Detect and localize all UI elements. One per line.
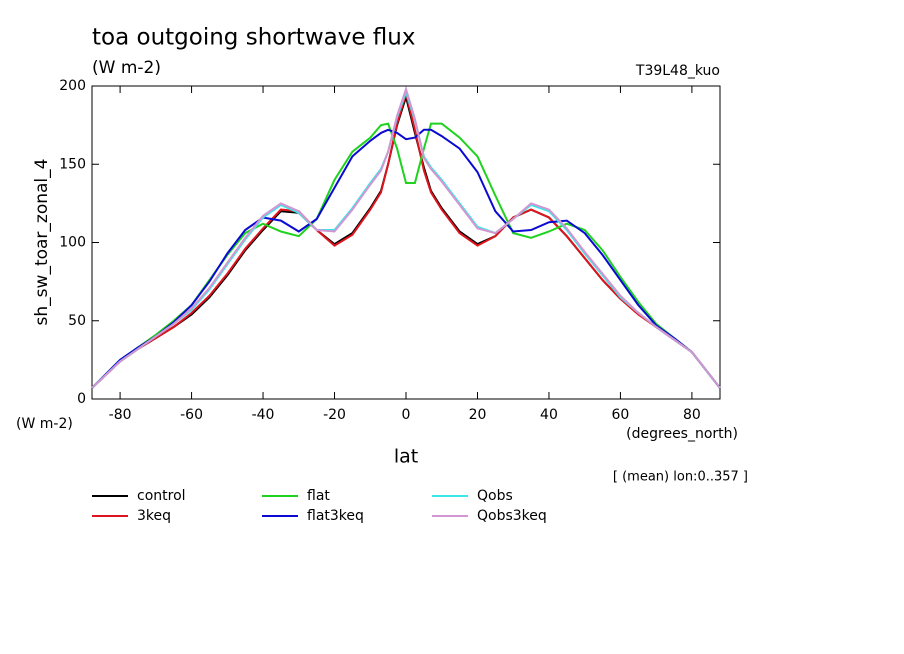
x-unit: (degrees_north) [626, 426, 738, 442]
legend-label: flat3keq [307, 508, 364, 524]
annotation: T39L48_kuo [635, 63, 720, 79]
chart-subtitle: (W m-2) [92, 58, 161, 78]
y-tick-label: 200 [59, 78, 86, 94]
x-tick-label: 40 [540, 407, 558, 423]
x-tick-label: 0 [402, 407, 411, 423]
y-tick-label: 100 [59, 235, 86, 251]
x-tick-label: -80 [109, 407, 132, 423]
y-unit: (W m-2) [16, 416, 73, 432]
y-tick-label: 0 [77, 391, 86, 407]
y-tick-label: 150 [59, 156, 86, 172]
chart-title: toa outgoing shortwave flux [92, 25, 415, 51]
x-tick-label: -20 [323, 407, 346, 423]
legend-label: 3keq [137, 508, 171, 524]
legend-label: flat [307, 488, 330, 504]
series-line [91, 85, 721, 389]
x-tick-label: 20 [469, 407, 487, 423]
note: [ (mean) lon:0..357 ] [613, 470, 748, 485]
series-line [91, 128, 721, 389]
x-axis-title: lat [394, 446, 418, 468]
x-tick-label: 60 [612, 407, 630, 423]
y-axis-title: sh_sw_toar_zonal_4 [32, 159, 52, 326]
legend-label: Qobs [477, 488, 513, 504]
x-tick-label: 80 [683, 407, 701, 423]
legend-label: Qobs3keq [477, 508, 547, 524]
legend-label: control [137, 488, 186, 504]
y-tick-label: 50 [68, 313, 86, 329]
x-tick-label: -40 [252, 407, 275, 423]
x-tick-label: -60 [180, 407, 203, 423]
